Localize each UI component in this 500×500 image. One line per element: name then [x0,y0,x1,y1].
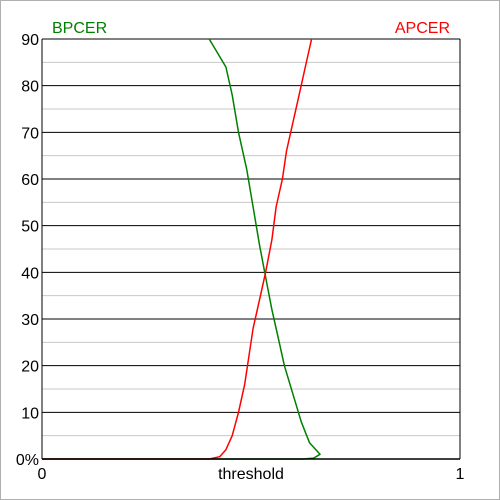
y-tick-label: 40 [21,265,39,282]
major-gridlines [42,38,460,413]
legend-entry-apcer: APCER [395,20,450,37]
y-tick-label: 0% [16,452,39,469]
y-tick-label: 30 [21,312,39,329]
legend: BPCER APCER [52,20,450,37]
y-tick-label: 70 [21,125,39,142]
legend-entry-bpcer: BPCER [52,20,107,37]
series-line-apcer [42,38,313,460]
y-tick-label: 50 [21,219,39,236]
x-tick-label: 1 [456,466,465,483]
x-tick-label: 0 [38,466,47,483]
y-axis-tick-labels: 0% 10 20 30 40 50 60 70 80 90 [16,32,39,469]
x-axis-label: threshold [218,466,284,483]
y-tick-label: 90 [21,32,39,49]
y-tick-label: 80 [21,79,39,96]
y-tick-label: 10 [21,405,39,422]
y-tick-label: 60 [21,172,39,189]
y-tick-label: 20 [21,359,39,376]
minor-gridlines [42,61,460,437]
